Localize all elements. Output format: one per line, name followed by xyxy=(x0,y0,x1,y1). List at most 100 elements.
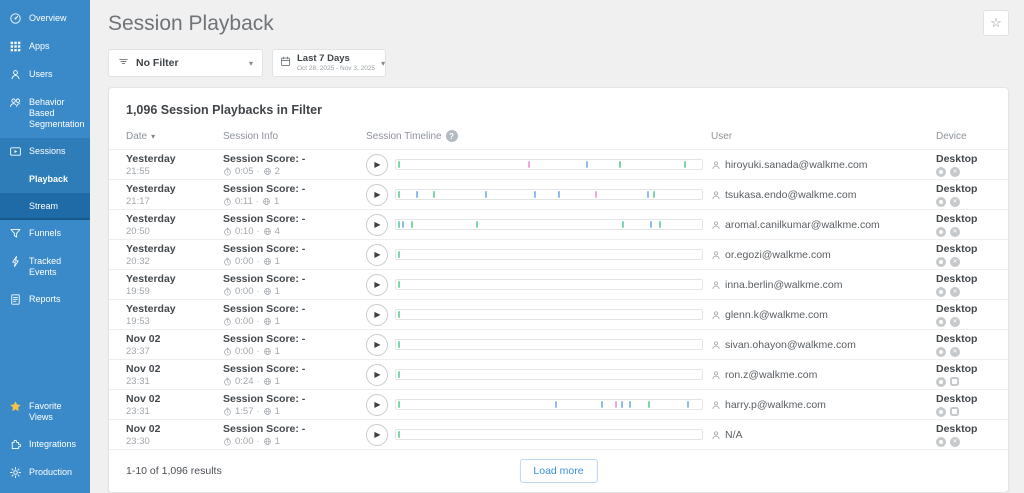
filter-icon xyxy=(118,54,129,72)
session-score: Session Score: - xyxy=(223,362,306,375)
help-icon[interactable]: ? xyxy=(445,130,458,142)
apps-grid-icon xyxy=(9,40,22,53)
user-email: harry.p@walkme.com xyxy=(725,398,826,411)
session-pages-count: 1 xyxy=(274,345,280,357)
timeline-bar[interactable] xyxy=(395,339,703,350)
sidebar-item-funnels[interactable]: Funnels xyxy=(0,220,90,248)
playback-table-card: 1,096 Session Playbacks in Filter Date ▾… xyxy=(108,87,1009,493)
timeline-cell: ▶ xyxy=(366,303,711,326)
timeline-cell: ▶ xyxy=(366,333,711,356)
os-icon: ✕ xyxy=(950,166,960,177)
filter-dropdown[interactable]: No Filter ▾ xyxy=(108,49,263,77)
pages-icon xyxy=(263,227,272,236)
session-pages-count: 1 xyxy=(274,405,280,417)
user-avatar-icon xyxy=(711,430,721,440)
meta-separator: · xyxy=(256,255,260,267)
timeline-bar[interactable] xyxy=(395,249,703,260)
timeline-bar[interactable] xyxy=(395,399,703,410)
session-score: Session Score: - xyxy=(223,212,306,225)
sidebar-item-stream[interactable]: Stream xyxy=(0,193,90,220)
play-button[interactable]: ▶ xyxy=(366,423,388,446)
load-more-button[interactable]: Load more xyxy=(519,459,598,483)
user-avatar-icon xyxy=(711,220,721,230)
timeline-event-tick xyxy=(683,161,686,168)
device-cell: Desktop ✕ xyxy=(936,333,991,357)
pages-icon xyxy=(263,377,272,386)
row-time: 19:59 xyxy=(126,285,150,297)
play-button[interactable]: ▶ xyxy=(366,153,388,176)
sessions-icon xyxy=(9,145,22,158)
session-info-cell: Session Score: -0:00 · 1 xyxy=(223,423,366,447)
duration-icon xyxy=(223,287,232,296)
timeline-cell: ▶ xyxy=(366,393,711,416)
user-cell: hiroyuki.sanada@walkme.com xyxy=(711,159,936,171)
row-time: 21:55 xyxy=(126,165,150,177)
duration-icon xyxy=(223,407,232,416)
play-button[interactable]: ▶ xyxy=(366,363,388,386)
column-header-date[interactable]: Date ▾ xyxy=(126,131,223,142)
timeline-bar[interactable] xyxy=(395,309,703,320)
play-button[interactable]: ▶ xyxy=(366,273,388,296)
play-button[interactable]: ▶ xyxy=(366,303,388,326)
play-button[interactable]: ▶ xyxy=(366,183,388,206)
timeline-event-tick xyxy=(555,401,558,408)
timeline-bar[interactable] xyxy=(395,219,703,230)
device-icons: ✕ xyxy=(936,256,991,267)
session-meta: 0:10 · 4 xyxy=(223,226,366,237)
timeline-event-tick xyxy=(397,281,400,288)
timeline-bar[interactable] xyxy=(395,279,703,290)
timeline-event-tick xyxy=(594,191,597,198)
sidebar-item-label: Integrations xyxy=(29,439,77,449)
browser-icon xyxy=(936,256,946,267)
play-button[interactable]: ▶ xyxy=(366,213,388,236)
user-cell: N/A xyxy=(711,429,936,441)
os-icon: ✕ xyxy=(950,286,960,297)
play-button[interactable]: ▶ xyxy=(366,333,388,356)
session-duration: 0:10 xyxy=(235,225,254,237)
timeline-bar[interactable] xyxy=(395,189,703,200)
device-icons: ✕ xyxy=(936,286,991,297)
timeline-event-tick xyxy=(533,191,536,198)
favorite-view-button[interactable]: ☆ xyxy=(983,10,1009,36)
user-cell: sivan.ohayon@walkme.com xyxy=(711,339,936,351)
meta-separator: · xyxy=(256,165,260,177)
sidebar-item-tracked-events[interactable]: Tracked Events xyxy=(0,248,90,286)
timeline-bar[interactable] xyxy=(395,429,703,440)
session-info-cell: Session Score: -0:11 · 1 xyxy=(223,183,366,207)
timeline-cell: ▶ xyxy=(366,363,711,386)
timeline-cell: ▶ xyxy=(366,243,711,266)
date-range-dropdown[interactable]: Last 7 Days Oct 28, 2025 - Nov 3, 2025 ▾ xyxy=(272,49,386,77)
device-cell: Desktop ✕ xyxy=(936,423,991,447)
meta-separator: · xyxy=(256,285,260,297)
sidebar-item-apps[interactable]: Apps xyxy=(0,33,90,61)
sidebar-item-sessions[interactable]: Sessions xyxy=(0,138,90,166)
browser-icon xyxy=(936,316,946,327)
play-icon: ▶ xyxy=(374,220,381,229)
sidebar-item-overview[interactable]: Overview xyxy=(0,5,90,33)
sidebar-item-playback[interactable]: Playback xyxy=(0,166,90,193)
sidebar-item-production[interactable]: Production xyxy=(0,459,90,487)
row-time: 20:50 xyxy=(126,225,150,237)
sidebar-item-favorite-views[interactable]: Favorite Views xyxy=(0,393,90,431)
timeline-bar[interactable] xyxy=(395,159,703,170)
duration-icon xyxy=(223,167,232,176)
session-pages-count: 1 xyxy=(273,195,280,207)
timeline-event-tick xyxy=(614,401,617,408)
timeline-cell: ▶ xyxy=(366,183,711,206)
play-button[interactable]: ▶ xyxy=(366,393,388,416)
duration-icon xyxy=(223,437,232,446)
device-cell: Desktop ✕ xyxy=(936,153,991,177)
sidebar-item-behavior-based-segmentation[interactable]: Behavior Based Segmentation xyxy=(0,89,90,138)
pages-icon xyxy=(263,287,272,296)
sidebar-item-integrations[interactable]: Integrations xyxy=(0,431,90,459)
sidebar-item-reports[interactable]: Reports xyxy=(0,286,90,314)
table-header: Date ▾ Session Info Session Timeline ? U… xyxy=(109,130,1008,149)
row-date: Yesterday xyxy=(126,212,176,225)
sidebar-item-users[interactable]: Users xyxy=(0,61,90,89)
device-type: Desktop xyxy=(936,302,978,315)
browser-icon xyxy=(936,346,946,357)
play-button[interactable]: ▶ xyxy=(366,243,388,266)
timeline-bar[interactable] xyxy=(395,369,703,380)
session-pages-count: 1 xyxy=(274,375,280,387)
gauge-icon xyxy=(9,12,22,25)
